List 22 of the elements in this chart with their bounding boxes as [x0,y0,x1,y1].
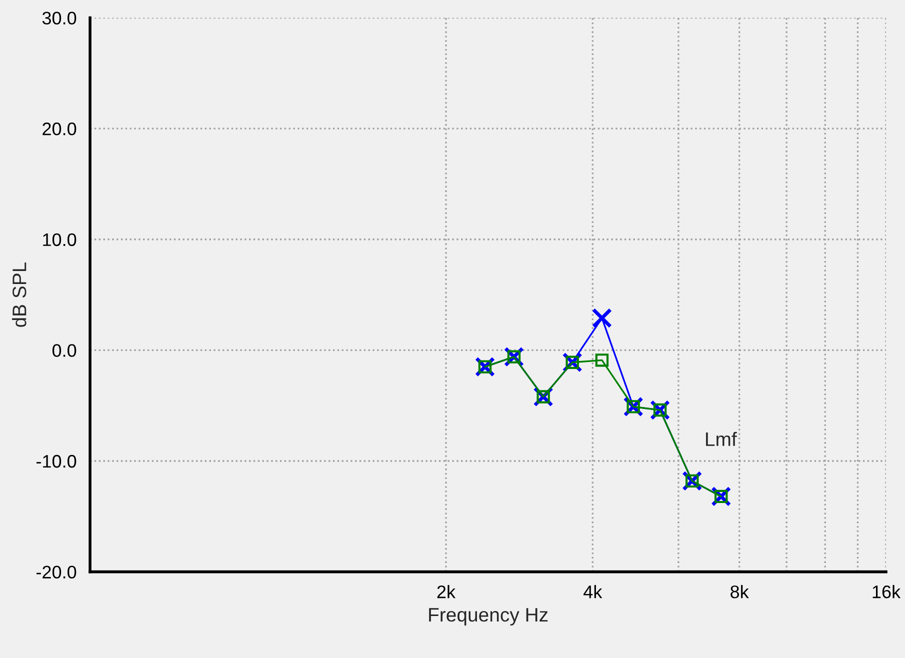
y-tick-label: 30.0 [42,12,76,24]
y-tick-label: 0.0 [52,344,76,357]
point [686,474,699,488]
annotation: Lmf [706,432,737,446]
x-axis-title: Frequency Hz [429,608,548,626]
point [714,490,728,504]
point [478,360,492,374]
point [595,354,609,367]
x-tick-label: 16k [872,584,901,598]
x-tick-label: 4k [584,584,602,598]
point [536,390,550,404]
y-axis-title: dB SPL [12,262,26,327]
y-tick-label: 10.0 [43,233,76,246]
point [566,356,579,369]
point [507,350,521,364]
point [626,400,640,414]
y-tick-label: -20.0 [36,566,76,579]
y-tick-label: 20.0 [42,122,76,136]
point [592,308,612,328]
x-tick-label: 2k [437,584,456,598]
x-tick-label: 8k [730,584,749,598]
y-tick-label: -10.0 [36,454,76,468]
